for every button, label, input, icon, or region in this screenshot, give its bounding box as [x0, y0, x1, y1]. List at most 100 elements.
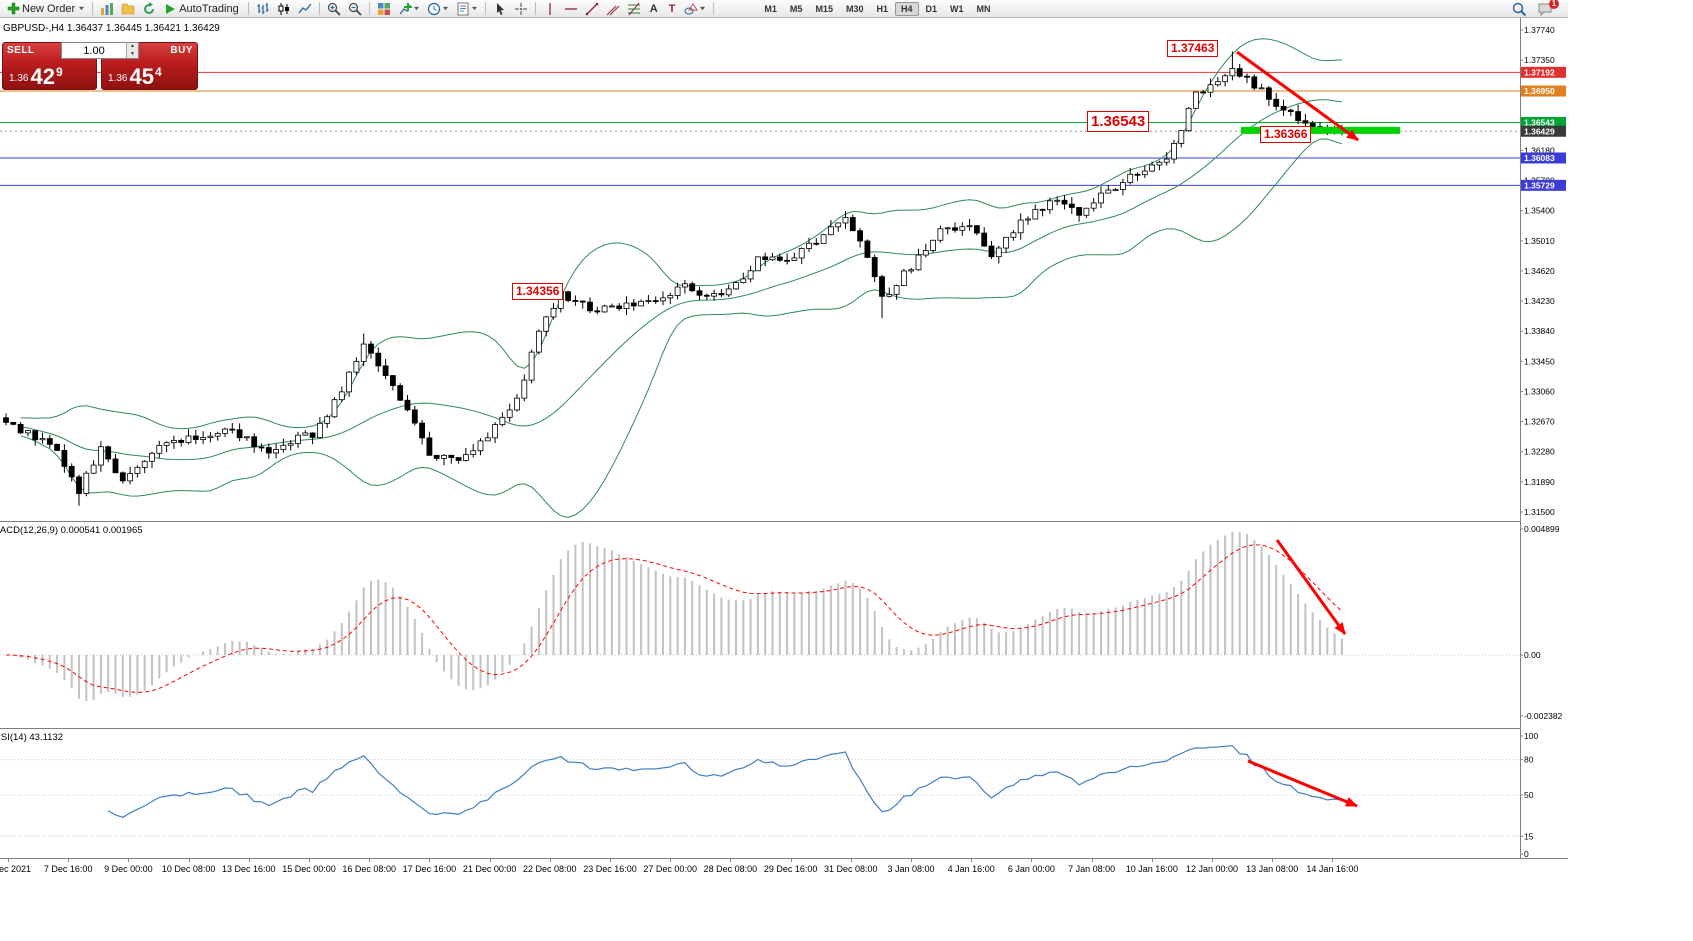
price-tag-label: 1.36083 — [1524, 153, 1555, 163]
timeframe-w1-button[interactable]: W1 — [950, 3, 964, 14]
dropdown-caret-icon — [700, 6, 706, 11]
profiles-folder-icon — [121, 3, 135, 14]
price-tag — [1521, 116, 1566, 128]
price-tag-label: 1.35729 — [1524, 180, 1555, 190]
vertical-line-button[interactable] — [540, 1, 560, 17]
price-scale-label: 1.33450 — [1524, 356, 1555, 366]
zoom-out-button[interactable] — [345, 1, 365, 17]
time-axis-tick — [369, 859, 371, 862]
toolbar-separator — [368, 2, 370, 15]
periods-button[interactable] — [424, 1, 452, 17]
horizontal-line-button[interactable] — [561, 1, 581, 17]
time-axis-tick — [1272, 859, 1274, 862]
search-button[interactable] — [1509, 1, 1529, 17]
sell-price: 1.36 42 9 — [9, 64, 63, 89]
dropdown-caret-icon — [471, 6, 477, 11]
toolbar-separator — [247, 2, 249, 15]
shapes-button[interactable] — [681, 1, 709, 17]
trend-arrow[interactable] — [1236, 50, 1359, 142]
new-order-button[interactable]: New Order — [3, 1, 88, 17]
crosshair-button[interactable] — [511, 1, 531, 17]
bar-chart-button[interactable] — [253, 1, 273, 17]
bollinger-band — [20, 38, 1342, 430]
line-chart-button[interactable] — [295, 1, 315, 17]
channel-button[interactable] — [603, 1, 623, 17]
volume-input[interactable] — [62, 43, 126, 58]
price-chart-canvas[interactable]: 1.377401.373501.369601.365701.361801.357… — [0, 18, 1568, 521]
rsi-scale-label: 0 — [1524, 849, 1529, 858]
time-axis-label: 23 Dec 16:00 — [583, 864, 637, 874]
time-axis-label: 13 Dec 16:00 — [222, 864, 276, 874]
time-axis-tick — [549, 859, 551, 862]
timeframe-h4-button[interactable]: H4 — [894, 1, 919, 16]
timeframe-m15-button[interactable]: M15 — [815, 3, 833, 14]
rsi-scale-label: 80 — [1524, 755, 1534, 765]
zoom-out-icon — [348, 2, 362, 16]
rsi-scale-label: 100 — [1524, 731, 1538, 741]
price-scale-label: 1.35400 — [1524, 206, 1555, 216]
autotrading-play-icon — [166, 3, 176, 14]
timeframe-mn-button[interactable]: MN — [976, 3, 991, 14]
dropdown-caret-icon — [413, 6, 419, 11]
cursor-button[interactable] — [490, 1, 510, 17]
price-scale-label: 1.37740 — [1524, 25, 1555, 35]
time-axis-label: 21 Dec 00:00 — [462, 864, 517, 874]
candlestick-button[interactable] — [274, 1, 294, 17]
macd-label: MACD(12,26,9) 0.000541 0.001965 — [0, 525, 143, 536]
trend-arrow[interactable] — [1247, 759, 1358, 808]
refresh-button[interactable] — [139, 1, 159, 17]
timeframe-h1-button[interactable]: H1 — [876, 3, 888, 14]
time-axis-label: 7 Jan 08:00 — [1068, 864, 1116, 874]
time-axis-tick — [489, 859, 491, 862]
price-tag — [1521, 66, 1566, 78]
support-zone-highlight[interactable] — [1241, 126, 1400, 134]
text-button[interactable]: A — [645, 1, 663, 17]
price-tag-label: 1.36950 — [1524, 86, 1555, 96]
macd-panel[interactable]: 0.004899 0.00 -0.002382 MACD(12,26,9) 0.000… — [0, 521, 1568, 728]
autotrading-button[interactable]: AutoTrading — [160, 1, 244, 17]
volume-spinner: ▲ ▼ — [126, 43, 138, 58]
trend-arrow[interactable] — [1275, 539, 1347, 635]
fibonacci-button[interactable] — [624, 1, 644, 17]
tile-windows-button[interactable] — [374, 1, 394, 17]
price-scale-label: 1.33060 — [1524, 386, 1555, 396]
toolbar-separator — [484, 2, 486, 15]
profiles-button[interactable] — [118, 1, 138, 17]
time-axis[interactable]: 2 Dec 2021 7 Dec 16:00 9 Dec 00:00 10 Dec 0… — [0, 858, 1568, 880]
price-tag — [1521, 125, 1566, 137]
time-axis-tick — [670, 859, 672, 862]
price-scale-label: 1.36180 — [1524, 145, 1555, 155]
macd-signal-line — [5, 544, 1343, 693]
mt4-window: New Order AutoTrading A T — [0, 0, 1568, 880]
zoom-in-button[interactable] — [324, 1, 344, 17]
timeframe-m5-button[interactable]: M5 — [789, 3, 803, 14]
time-axis-label: 16 Dec 08:00 — [342, 864, 396, 874]
time-axis-label: 2 Dec 2021 — [0, 864, 32, 874]
rsi-scale-label: 15 — [1524, 831, 1534, 841]
volume-up-button[interactable]: ▲ — [127, 43, 138, 51]
line-chart-icon — [298, 3, 312, 13]
volume-down-button[interactable]: ▼ — [127, 50, 138, 58]
price-scale-label: 1.37350 — [1524, 55, 1555, 65]
trendline-icon — [585, 2, 599, 15]
vertical-line-icon — [549, 2, 551, 15]
sell-price-pips: 42 — [30, 64, 55, 89]
time-axis-label: 22 Dec 08:00 — [523, 864, 577, 874]
text-label-button[interactable]: T — [664, 1, 681, 17]
indicators-button[interactable] — [395, 1, 423, 17]
time-axis-label: 14 Jan 16:00 — [1306, 864, 1359, 874]
sell-price-point: 9 — [55, 65, 63, 79]
charts-button[interactable] — [97, 1, 117, 17]
buy-price-point: 4 — [154, 65, 162, 79]
text-label-icon: T — [668, 2, 676, 15]
notifications-button[interactable]: 1 — [1535, 0, 1559, 17]
rsi-panel[interactable]: 100 80 50 15 0 RSI(14) 43.1132 — [0, 728, 1568, 858]
timeframe-d1-button[interactable]: D1 — [925, 3, 938, 14]
timeframe-m1-button[interactable]: M1 — [764, 3, 777, 14]
timeframe-m30-button[interactable]: M30 — [845, 3, 864, 14]
indicators-icon — [399, 2, 412, 14]
time-axis-label: 28 Dec 08:00 — [703, 864, 758, 874]
trendline-button[interactable] — [582, 1, 602, 17]
sell-price-figure: 1.36 — [9, 73, 29, 84]
templates-button[interactable] — [453, 1, 481, 17]
